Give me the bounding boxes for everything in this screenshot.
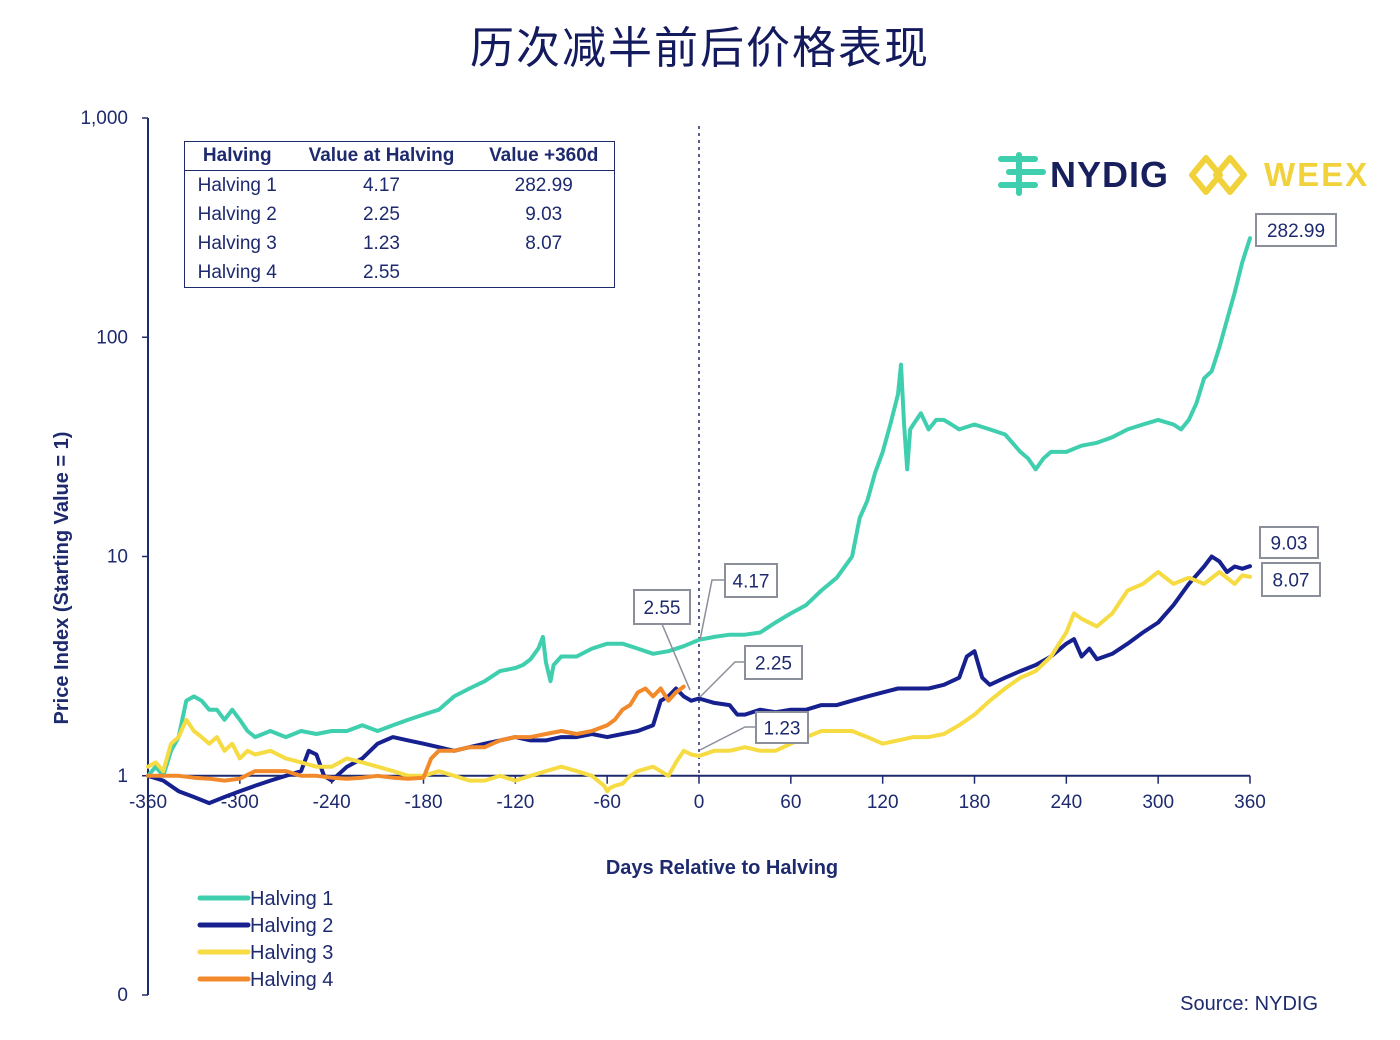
series-line-3 (146, 570, 1252, 794)
table-header-row: Halving Value at Halving Value +360d (184, 141, 615, 171)
callout-box (755, 711, 809, 744)
source-note: Source: NYDIG (1180, 993, 1318, 1015)
table-header: Value +360d (473, 141, 615, 171)
callout-box (724, 563, 778, 598)
callout-leader (661, 623, 691, 691)
table-cell: Halving 4 (197, 261, 277, 283)
callout-label: 2.55 (644, 598, 681, 619)
x-tick-label: -120 (496, 792, 534, 813)
callout-label: 282.99 (1267, 221, 1325, 242)
callout-box (744, 645, 803, 680)
legend-label: Halving 3 (250, 942, 333, 964)
weex-wordmark: WEEX (1264, 156, 1370, 193)
table-cell: Halving 1 (197, 174, 277, 196)
x-tick-label: 120 (867, 792, 899, 813)
table-cell: 9.03 (525, 203, 563, 225)
callout-leader (699, 726, 756, 751)
callout-label: 2.25 (755, 654, 792, 675)
x-tick-label: 0 (694, 792, 705, 813)
x-tick-label: 180 (959, 792, 991, 813)
table-header: Halving (184, 141, 290, 171)
nydig-logo-icon (998, 152, 1046, 196)
callout-label: 4.17 (733, 572, 770, 593)
table-cell: Halving 2 (197, 203, 277, 225)
callout-box (1259, 526, 1319, 559)
table-cell: 4.17 (362, 174, 400, 196)
table-row: Halving 4 2.55 (185, 258, 615, 288)
x-tick-label: 300 (1142, 792, 1174, 813)
table-cell: Halving 3 (197, 232, 277, 254)
callout-leader (699, 579, 725, 641)
table-cell: 1.23 (362, 232, 400, 254)
table-row: Halving 2 2.25 9.03 (185, 200, 615, 229)
callout-box (1261, 562, 1321, 597)
x-tick-label: 360 (1234, 792, 1266, 813)
table-cell: 2.25 (362, 203, 400, 225)
table-cell: 2.55 (362, 261, 400, 283)
halving-summary-table: Halving Value at Halving Value +360d Hal… (184, 141, 615, 288)
callout-label: 1.23 (764, 719, 801, 740)
nydig-wordmark: NYDIG (1050, 154, 1170, 195)
chart-callouts: 282.99 9.03 8.07 4.17 2.55 2.25 1.23 (633, 213, 1337, 751)
page-title: 历次减半前后价格表现 (470, 23, 930, 74)
legend-label: Halving 4 (250, 969, 333, 991)
table-cell: 8.07 (525, 232, 563, 254)
y-tick-label: 0 (117, 985, 128, 1006)
x-tick-label: -180 (404, 792, 442, 813)
x-tick-label: 60 (780, 792, 801, 813)
x-tick-label: -300 (221, 792, 259, 813)
series-line-4 (146, 684, 686, 783)
callout-label: 9.03 (1271, 534, 1308, 555)
table-cell: 282.99 (514, 174, 573, 196)
y-tick-label: 100 (96, 327, 128, 348)
y-tick-label: 1,000 (80, 108, 128, 129)
callout-leader (699, 661, 745, 698)
table-cell (473, 258, 614, 288)
weex-logo-icon (1189, 155, 1247, 195)
table-row: Halving 3 1.23 8.07 (185, 229, 615, 258)
legend-label: Halving 1 (250, 888, 333, 910)
table-row: Halving 1 4.17 282.99 (185, 171, 615, 201)
chart-lines (146, 236, 1252, 806)
x-axis-title: Days Relative to Halving (606, 857, 838, 879)
x-tick-label: -360 (129, 792, 167, 813)
callout-box (1255, 213, 1337, 247)
callout-box (633, 589, 691, 625)
x-tick-label: -240 (313, 792, 351, 813)
series-line-1 (146, 236, 1252, 778)
y-tick-label: 10 (107, 547, 128, 568)
chart-legend: Halving 1 Halving 2 Halving 3 Halving 4 (197, 888, 333, 991)
legend-label: Halving 2 (250, 915, 333, 937)
x-tick-label: 240 (1050, 792, 1082, 813)
x-tick-label: -60 (593, 792, 620, 813)
y-tick-label: 1 (117, 766, 128, 787)
chart-axes: 0 1 10 100 1,000 -360 -300 -240 -180 -120 -60 0 60 12… (51, 108, 1266, 1006)
y-axis-title: Price Index (Starting Value = 1) (51, 432, 73, 725)
table-header: Value at Halving (289, 141, 474, 171)
callout-label: 8.07 (1273, 571, 1310, 592)
